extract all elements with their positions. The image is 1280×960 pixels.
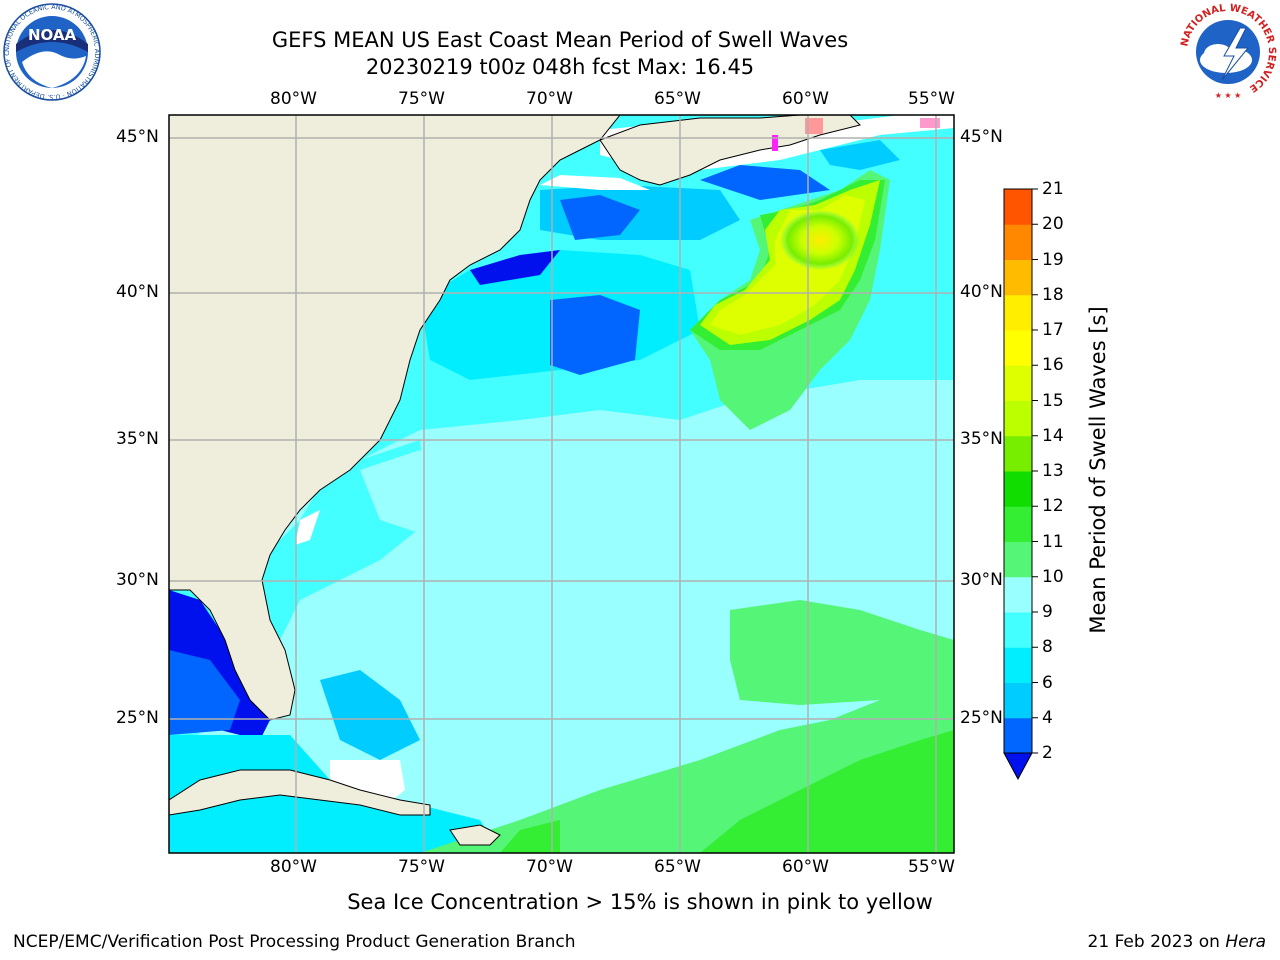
colorbar-tick-label: 2	[1042, 743, 1053, 763]
colorbar-tick-label: 21	[1042, 179, 1064, 199]
period-10-southeast	[700, 730, 954, 853]
period-9-east	[730, 600, 954, 705]
lon-label-bottom-65w: 65°W	[654, 857, 701, 877]
colorbar-extend-arrow	[1003, 752, 1033, 781]
noaa-logo: NATIONAL OCEANIC AND ATMOSPHERIC ADMINIS…	[2, 2, 101, 101]
colorbar-tick-label: 15	[1042, 390, 1064, 411]
map-field	[169, 115, 954, 853]
period-2-patch-c	[700, 165, 830, 200]
colorbar-segment	[1004, 224, 1032, 260]
footer-host: Hera	[1225, 932, 1266, 952]
colorbar-tick-label: 20	[1042, 214, 1064, 235]
period-2-patch-a	[550, 295, 640, 375]
mask-coast	[295, 510, 320, 545]
colorbar-segment	[1004, 330, 1032, 366]
land-maritimes	[599, 115, 861, 186]
period-2-gulf	[169, 650, 240, 735]
chart-subtitle: 20230219 t00z 048h fcst Max: 16.45	[365, 55, 755, 79]
colorbar-segment	[1004, 365, 1032, 401]
lat-label-left-45n: 45°N	[116, 127, 159, 147]
colorbar-tick-label: 4	[1042, 707, 1053, 728]
land-us-east	[169, 115, 621, 721]
colorbar-title: Mean Period of Swell Waves [s]	[1086, 306, 1110, 634]
footer-date: 21 Feb 2023 on Hera	[1088, 932, 1266, 952]
period-4-patch	[820, 140, 900, 170]
colorbar-tick-label: 17	[1042, 320, 1064, 340]
colorbar-segment	[1004, 647, 1032, 683]
colorbar-segment	[1004, 682, 1032, 719]
colorbar-segment	[1004, 400, 1032, 437]
gridlines	[169, 115, 954, 853]
colorbar-tick-label: 6	[1042, 672, 1053, 693]
nws-logo: NATIONAL WEATHER SERVICE ★ ★ ★	[1179, 3, 1277, 100]
lat-label-right-25n: 25°N	[960, 708, 1003, 728]
land-cuba	[169, 769, 431, 816]
lon-label-bottom-80w: 80°W	[270, 857, 317, 877]
lon-label-top-70w: 70°W	[526, 89, 573, 109]
lon-label-bottom-75w: 75°W	[398, 857, 445, 877]
lat-label-left-40n: 40°N	[116, 282, 159, 302]
footer-credit: NCEP/EMC/Verification Post Processing Pr…	[13, 932, 576, 952]
lat-label-right-35n: 35°N	[960, 429, 1003, 449]
colorbar-segment	[1004, 189, 1032, 225]
lon-label-top-75w: 75°W	[398, 89, 445, 109]
sea-ice-a	[805, 118, 823, 134]
colorbar-tick-label: 16	[1042, 355, 1064, 376]
colorbar-segment	[1004, 435, 1032, 472]
period-2-patch-b	[560, 195, 640, 240]
colorbar-tick-label: 19	[1042, 249, 1064, 270]
colorbar-tick-label: 14	[1042, 425, 1064, 446]
period-4-bahamas	[320, 670, 420, 760]
lat-label-left-30n: 30°N	[116, 570, 159, 590]
lat-label-right-45n: 45°N	[960, 127, 1003, 147]
colorbar-segment	[1004, 717, 1032, 754]
land-hispaniola	[449, 824, 501, 846]
colorbar-tick-label: 8	[1042, 637, 1053, 658]
lon-label-bottom-70w: 70°W	[526, 857, 573, 877]
period-10-south	[500, 820, 560, 853]
lon-label-top-55w: 55°W	[908, 89, 955, 109]
lat-label-right-40n: 40°N	[960, 282, 1003, 302]
colorbar-tick-label: 18	[1042, 284, 1064, 305]
colorbar-tick-label: 13	[1042, 461, 1064, 481]
colorbar-tick-label: 12	[1042, 496, 1064, 517]
sea-ice-caption: Sea Ice Concentration > 15% is shown in …	[347, 890, 933, 914]
colorbar-segment	[1004, 506, 1032, 542]
sea-ice-b	[920, 118, 940, 128]
colorbar-segment	[1004, 541, 1032, 578]
colorbar	[1003, 188, 1038, 781]
lat-label-left-35n: 35°N	[116, 429, 159, 449]
lon-label-top-65w: 65°W	[654, 89, 701, 109]
chart-title: GEFS MEAN US East Coast Mean Period of S…	[271, 28, 849, 52]
period-9-patch	[360, 450, 470, 540]
lon-label-bottom-60w: 60°W	[782, 857, 829, 877]
colorbar-segment	[1004, 294, 1032, 331]
mask-gulf-of-maine	[540, 175, 650, 190]
lon-label-top-80w: 80°W	[270, 89, 317, 109]
lat-label-left-25n: 25°N	[116, 708, 159, 728]
sea-ice-c	[772, 135, 778, 151]
colorbar-tick-label: 10	[1042, 566, 1064, 587]
period-max-core	[780, 210, 860, 270]
lon-label-top-60w: 60°W	[782, 89, 829, 109]
colorbar-segment	[1004, 259, 1032, 296]
colorbar-tick-label: 9	[1042, 602, 1053, 622]
period-low-coast	[470, 250, 560, 285]
lat-label-right-30n: 30°N	[960, 570, 1003, 590]
lon-label-bottom-55w: 55°W	[908, 857, 955, 877]
footer-date-text: 21 Feb 2023 on	[1087, 932, 1226, 952]
colorbar-segment	[1004, 471, 1032, 507]
map-frame	[168, 114, 955, 854]
colorbar-segment	[1004, 576, 1032, 613]
svg-text:NOAA: NOAA	[28, 26, 77, 44]
svg-text:★ ★ ★: ★ ★ ★	[1215, 91, 1242, 100]
colorbar-tick-label: 11	[1042, 531, 1064, 552]
colorbar-segment	[1004, 612, 1032, 648]
